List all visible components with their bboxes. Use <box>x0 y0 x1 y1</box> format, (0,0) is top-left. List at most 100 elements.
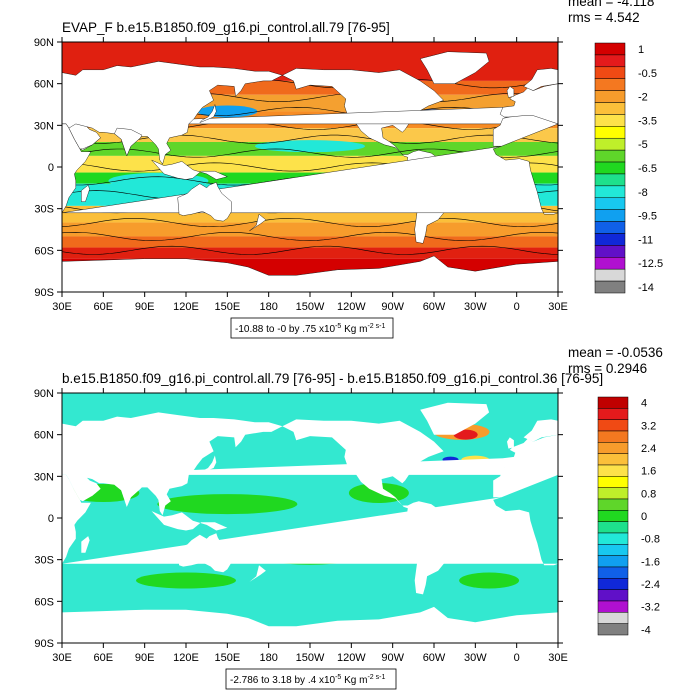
continent-arabia <box>68 474 101 500</box>
colorbar-swatch <box>597 396 629 409</box>
y-tick-label: 30S <box>34 204 54 216</box>
colorbar-swatch <box>594 102 626 115</box>
continent-uk <box>506 86 515 98</box>
colorbar-label: 0 <box>641 511 647 523</box>
x-tick-label: 120E <box>173 301 199 313</box>
x-tick-label: 150E <box>214 301 240 313</box>
colorbar-swatch <box>594 257 626 270</box>
colorbar-label: -3.5 <box>638 115 657 127</box>
y-tick-label: 60N <box>34 79 54 91</box>
colorbar-swatch <box>594 280 626 294</box>
colorbar-swatch <box>594 90 626 103</box>
colorbar-swatch <box>597 578 629 590</box>
continent-antarctica <box>62 606 558 643</box>
colorbar-swatch <box>597 498 629 511</box>
continent-madagascar <box>81 184 90 202</box>
colorbar-swatch <box>594 42 626 56</box>
colorbar-label: -11 <box>638 234 653 246</box>
field-patch <box>136 572 236 589</box>
colorbar-swatch <box>597 532 629 545</box>
colorbar-swatch <box>597 589 629 602</box>
level-info-text: -2.786 to 3.18 by .4 x10-5 Kg m-2 s-1 <box>230 674 385 686</box>
colorbar-swatch <box>597 419 629 432</box>
level-info-frame <box>230 317 394 339</box>
continent-japan <box>199 103 217 123</box>
x-tick-label: 30E <box>548 652 568 664</box>
continent-india <box>114 127 143 157</box>
land-mask <box>62 402 558 643</box>
colorbar-swatch <box>594 233 626 246</box>
colorbar-swatch <box>594 268 626 282</box>
continent-scandia <box>523 419 558 442</box>
stat-rms: rms = 4.542 <box>568 10 640 25</box>
y-tick-label: 60S <box>34 245 54 257</box>
colorbar-label: -5 <box>638 139 648 151</box>
colorbar-swatch <box>597 476 629 488</box>
continent-europeWest <box>500 427 558 475</box>
colorbar-swatch <box>597 612 629 624</box>
y-tick-label: 30N <box>34 471 54 483</box>
colorbar-label: 1.6 <box>641 466 656 478</box>
continent-greenland <box>420 402 490 435</box>
x-tick-label: 90W <box>381 652 404 664</box>
x-tick-label: 180 <box>259 652 277 664</box>
x-tick-label: 120E <box>173 652 199 664</box>
continent-greenland <box>419 51 490 84</box>
colorbar-label: 1 <box>638 44 644 56</box>
panel-1: 30E 60E 90E 120E 150E 180 150W 120W 90W 60W 30W 0 30… <box>34 0 663 339</box>
colorbar-label: -2.4 <box>641 579 660 591</box>
colorbar: 4 3.2 2.4 1.6 0.8 0 -0.8 -1.6 -2.4 -3.2 -4 <box>597 396 660 636</box>
colorbar-label: 4 <box>641 398 647 410</box>
x-tick-label: 180 <box>259 301 277 313</box>
colorbar-label: -0.5 <box>638 68 657 80</box>
colorbar-swatch <box>594 137 626 151</box>
chart-title: EVAP_F b.e15.B1850.f09_g16.pi_control.al… <box>62 20 390 35</box>
colorbar: 1 -0.5 -2 -3.5 -5 -6.5 -8 -9.5 -11 -12.5 -14 <box>594 42 663 294</box>
continent-japan <box>199 455 217 474</box>
colorbar-swatch <box>597 487 629 500</box>
y-tick-label: 30N <box>34 120 54 132</box>
x-tick-label: 60E <box>94 652 114 664</box>
colorbar-label: -2 <box>638 92 648 104</box>
x-tick-label: 60E <box>94 301 114 313</box>
contour-line <box>62 245 558 255</box>
x-tick-label: 90E <box>135 301 155 313</box>
continent-africaE <box>62 123 92 214</box>
continent-australia <box>177 533 232 573</box>
x-tick-label: 150E <box>214 652 240 664</box>
colorbar-swatch <box>597 408 629 420</box>
colorbar-swatch <box>597 430 629 443</box>
contour-line <box>62 134 558 144</box>
level-info-frame <box>225 668 397 690</box>
continent-india <box>114 479 142 507</box>
y-tick-label: 0 <box>48 513 54 525</box>
colorbar-swatch <box>597 555 629 568</box>
x-tick-label: 0 <box>514 301 520 313</box>
chart-title: b.e15.B1850.f09_g16.pi_control.all.79 [7… <box>62 371 603 386</box>
x-tick-label: 30E <box>52 301 72 313</box>
continent-africaE <box>62 474 91 564</box>
continent-indonesia <box>151 511 228 531</box>
colorbar-swatch <box>597 544 629 556</box>
continent-europe <box>62 412 283 516</box>
x-tick-label: 0 <box>514 652 520 664</box>
colorbar-swatch <box>594 149 626 163</box>
continent-africaW <box>493 115 558 147</box>
field-patch <box>255 140 365 153</box>
y-tick-label: 30S <box>34 555 54 567</box>
continent-arabia <box>68 123 101 150</box>
x-tick-label: 150W <box>296 652 325 664</box>
level-info-text: -10.88 to -0 by .75 x10-5 Kg m-2 s-1 <box>235 323 385 335</box>
colorbar-swatch <box>597 623 629 636</box>
colorbar-swatch <box>597 453 629 466</box>
colorbar-label: 2.4 <box>641 443 656 455</box>
level-info-box: -2.786 to 3.18 by .4 x10-5 Kg m-2 s-1 <box>225 668 397 690</box>
field-patch <box>459 572 520 589</box>
colorbar-label: -6.5 <box>638 163 657 175</box>
colorbar-swatch <box>594 161 626 175</box>
y-tick-label: 0 <box>48 162 54 174</box>
y-tick-label: 90N <box>34 388 54 400</box>
x-tick-label: 30W <box>464 301 487 313</box>
stat-mean: mean = -0.0536 <box>568 345 663 360</box>
